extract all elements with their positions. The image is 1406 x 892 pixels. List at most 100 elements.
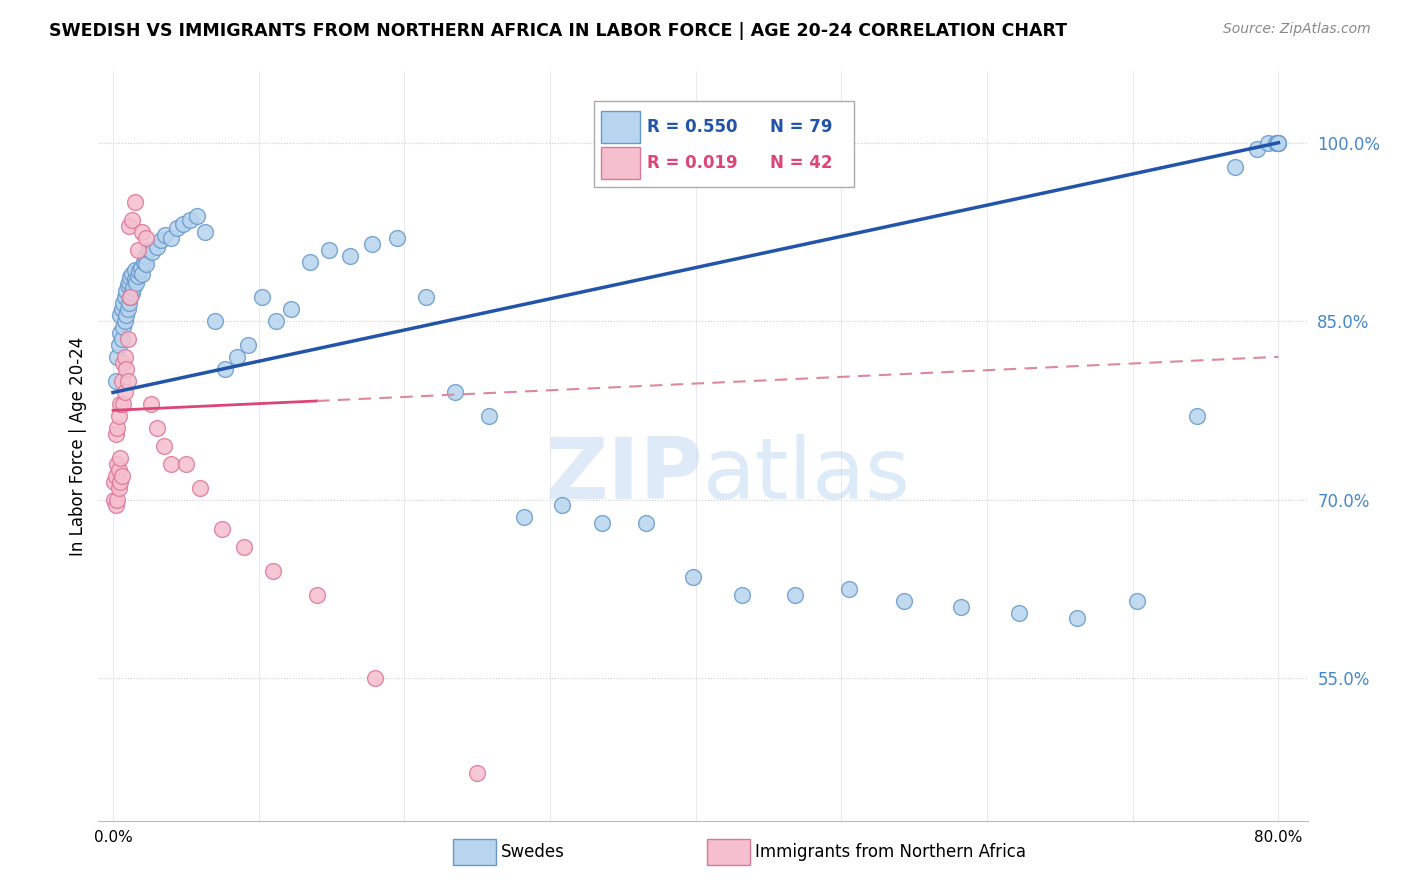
Point bbox=[233, 540, 256, 554]
Point bbox=[120, 290, 142, 304]
Point bbox=[135, 257, 157, 271]
Point bbox=[361, 236, 384, 251]
Point bbox=[155, 228, 177, 243]
Point bbox=[111, 302, 134, 317]
Text: R = 0.019: R = 0.019 bbox=[647, 153, 738, 172]
Point bbox=[186, 210, 208, 224]
Point bbox=[550, 499, 572, 513]
Point bbox=[949, 599, 972, 614]
Point bbox=[112, 356, 135, 370]
Point bbox=[124, 263, 146, 277]
Point bbox=[174, 457, 197, 471]
Point bbox=[105, 457, 128, 471]
Point bbox=[115, 308, 138, 322]
Point bbox=[298, 254, 321, 268]
Text: N = 42: N = 42 bbox=[769, 153, 832, 172]
Point bbox=[160, 231, 183, 245]
Point bbox=[134, 249, 156, 263]
Point bbox=[1267, 136, 1289, 150]
Point bbox=[105, 421, 128, 435]
Point bbox=[1267, 136, 1289, 150]
Point bbox=[138, 243, 160, 257]
Point bbox=[1126, 593, 1149, 607]
Text: N = 79: N = 79 bbox=[769, 118, 832, 136]
Point bbox=[1267, 136, 1289, 150]
Point bbox=[108, 481, 131, 495]
Point bbox=[465, 766, 488, 780]
Point bbox=[160, 457, 183, 471]
Point bbox=[135, 231, 157, 245]
Point bbox=[838, 582, 860, 596]
Point bbox=[105, 492, 128, 507]
Point bbox=[120, 290, 142, 304]
Point bbox=[238, 338, 260, 352]
Point bbox=[117, 278, 139, 293]
Point bbox=[104, 499, 127, 513]
Point bbox=[115, 285, 138, 299]
Point bbox=[318, 243, 340, 257]
Point bbox=[127, 243, 149, 257]
Point bbox=[364, 671, 387, 685]
Point bbox=[1257, 136, 1279, 150]
Text: atlas: atlas bbox=[703, 434, 911, 517]
Point bbox=[112, 296, 135, 310]
Point bbox=[131, 225, 153, 239]
Point bbox=[103, 492, 125, 507]
Point bbox=[153, 439, 176, 453]
Point bbox=[385, 231, 408, 245]
Point bbox=[110, 308, 132, 322]
Point bbox=[110, 397, 132, 411]
Point bbox=[128, 264, 150, 278]
Text: R = 0.550: R = 0.550 bbox=[647, 118, 738, 136]
FancyBboxPatch shape bbox=[595, 102, 855, 187]
Point bbox=[114, 290, 136, 304]
Point bbox=[225, 350, 247, 364]
Y-axis label: In Labor Force | Age 20-24: In Labor Force | Age 20-24 bbox=[69, 336, 87, 556]
Point bbox=[139, 397, 162, 411]
Point bbox=[117, 374, 139, 388]
Point bbox=[117, 332, 139, 346]
Point bbox=[478, 409, 501, 424]
Point bbox=[131, 267, 153, 281]
Point bbox=[112, 397, 135, 411]
Point bbox=[1223, 160, 1246, 174]
Point bbox=[118, 296, 141, 310]
Point bbox=[204, 314, 226, 328]
Point bbox=[592, 516, 614, 531]
Point bbox=[129, 260, 152, 275]
Point bbox=[111, 374, 134, 388]
Point bbox=[121, 285, 143, 300]
Point bbox=[110, 450, 132, 465]
Point bbox=[132, 254, 155, 268]
Point bbox=[118, 275, 141, 289]
Point bbox=[214, 361, 236, 376]
Point bbox=[172, 217, 194, 231]
FancyBboxPatch shape bbox=[602, 147, 640, 178]
Point bbox=[104, 468, 127, 483]
Point bbox=[1264, 136, 1286, 150]
Point bbox=[111, 332, 134, 346]
Point bbox=[636, 516, 658, 531]
Point bbox=[166, 221, 188, 235]
Point bbox=[893, 593, 915, 607]
Point bbox=[415, 290, 437, 304]
Point bbox=[110, 326, 132, 340]
Point bbox=[122, 281, 145, 295]
Point bbox=[114, 314, 136, 328]
Point bbox=[280, 302, 302, 317]
Point bbox=[111, 468, 134, 483]
Point bbox=[264, 314, 287, 328]
Point bbox=[108, 409, 131, 424]
Point bbox=[262, 564, 284, 578]
Point bbox=[118, 219, 141, 233]
FancyBboxPatch shape bbox=[707, 839, 751, 865]
Point bbox=[444, 385, 467, 400]
Point bbox=[513, 510, 536, 524]
Point bbox=[1246, 142, 1268, 156]
Point bbox=[120, 270, 142, 285]
Point bbox=[1185, 409, 1208, 424]
Point bbox=[211, 522, 233, 536]
Point bbox=[115, 361, 138, 376]
Text: Immigrants from Northern Africa: Immigrants from Northern Africa bbox=[755, 843, 1026, 861]
Point bbox=[121, 213, 143, 227]
